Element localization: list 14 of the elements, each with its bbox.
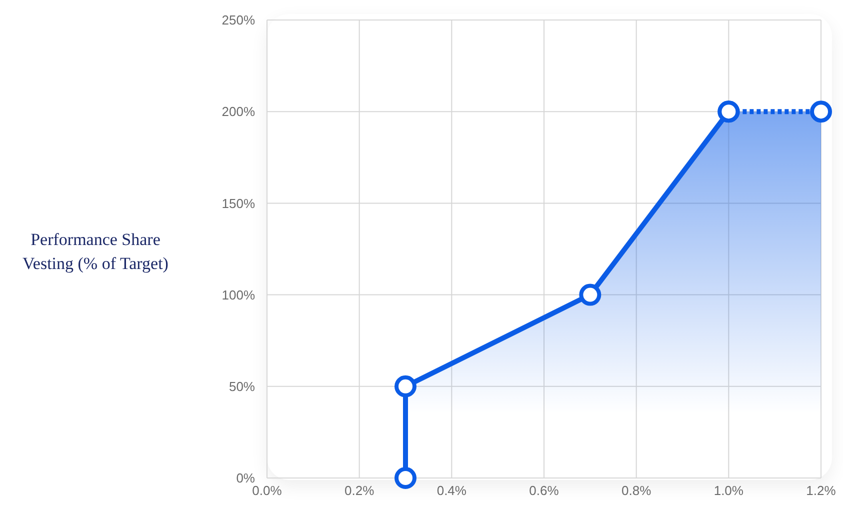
x-tick-label: 0.8% <box>622 483 652 498</box>
y-tick-label: 50% <box>228 379 256 394</box>
x-tick-label: 1.0% <box>714 483 744 498</box>
y-axis-title: Performance Share Vesting (% of Target) <box>22 229 170 275</box>
x-tick-label: 0.2% <box>344 483 375 498</box>
y-tick-label: 150% <box>222 196 256 211</box>
x-tick-label: 0.6% <box>529 483 560 498</box>
y-tick-label: 250% <box>222 12 256 28</box>
x-tick-label: 0.0% <box>252 483 282 498</box>
y-tick-label: 0% <box>236 470 256 486</box>
x-tick-label: 0.4% <box>436 483 467 498</box>
y-tick-label: 100% <box>222 287 256 302</box>
y-tick-label: 200% <box>222 104 256 120</box>
x-tick-label: 1.2% <box>806 483 836 498</box>
